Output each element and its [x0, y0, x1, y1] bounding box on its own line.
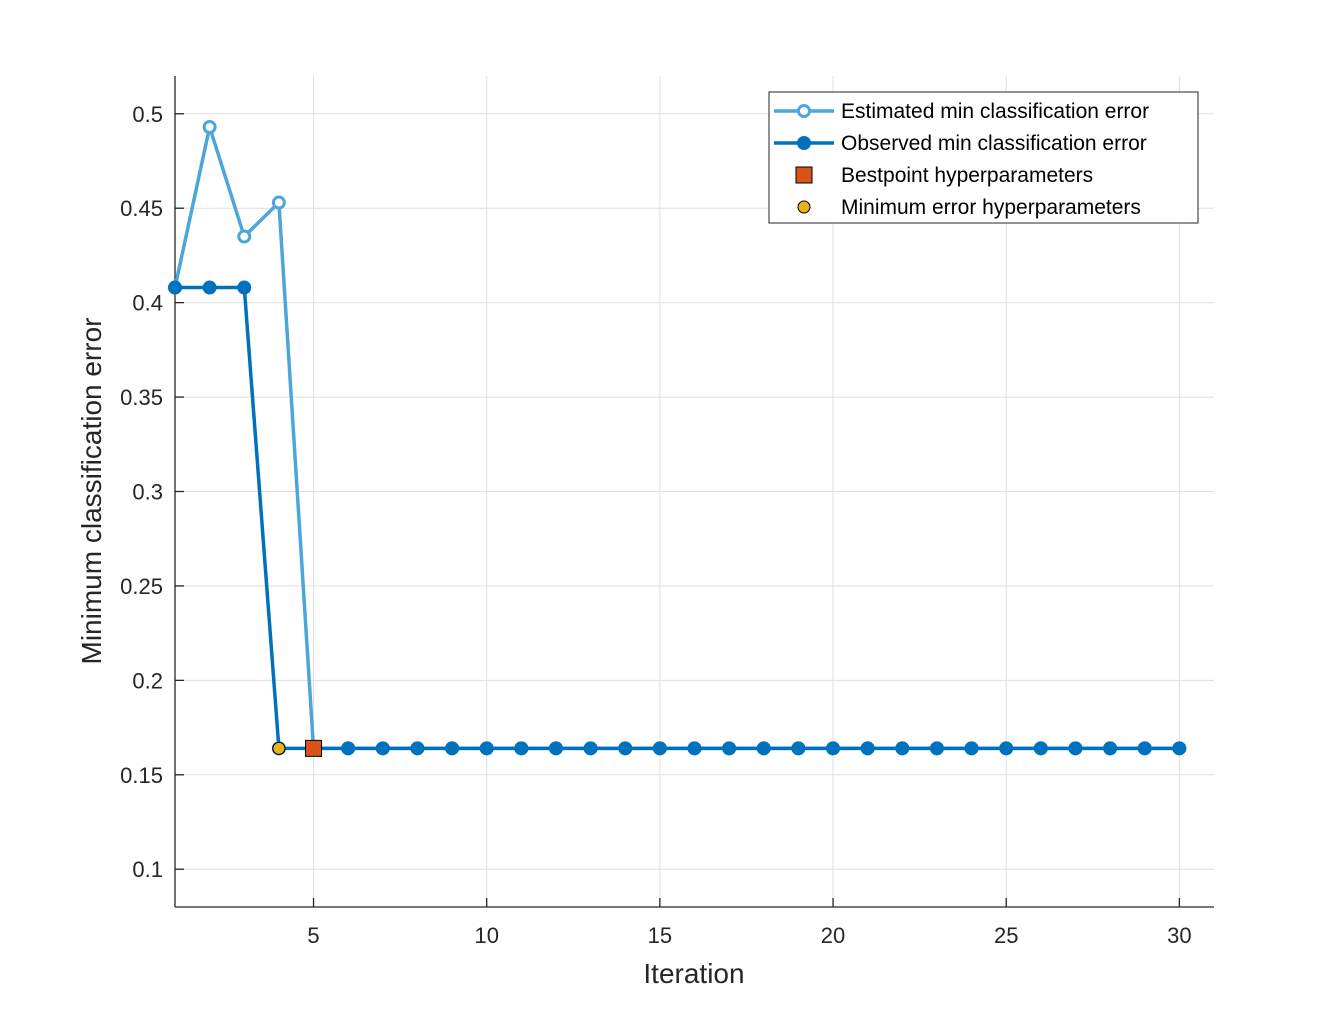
y-tick-label: 0.35 [120, 385, 163, 410]
observed-point [237, 280, 252, 295]
x-tick-label: 15 [648, 923, 672, 948]
observed-point [410, 741, 425, 756]
y-tick-label: 0.5 [132, 102, 163, 127]
estimated-point [271, 195, 286, 210]
legend-label: Observed min classification error [841, 132, 1147, 155]
estimated-point [237, 229, 252, 244]
observed-point [1172, 741, 1187, 756]
legend-entry-minimum-error: Minimum error hyperparameters [797, 196, 1141, 219]
highlight-points [272, 739, 323, 757]
legend-swatch-marker [797, 136, 811, 150]
observed-point [722, 741, 737, 756]
observed-point [1033, 741, 1048, 756]
legend: Estimated min classification error Observ… [768, 91, 1199, 224]
observed-point [687, 741, 702, 756]
x-tick-label: 25 [994, 923, 1018, 948]
legend-box [768, 91, 1199, 224]
y-axis-label: Minimum classification error [76, 318, 107, 665]
observed-point [860, 741, 875, 756]
tick-labels: 5 10 15 20 25 30 0.1 0.15 0.2 0.25 0.3 0.35 0.4 0.45 0… [120, 102, 1191, 948]
bestpoint-marker [305, 739, 323, 757]
legend-swatch-marker [797, 200, 811, 214]
minimum-error-marker [272, 741, 286, 755]
legend-swatch-marker [795, 166, 813, 184]
y-tick-label: 0.15 [120, 763, 163, 788]
observed-point [341, 741, 356, 756]
x-tick-label: 10 [474, 923, 498, 948]
observed-point [168, 280, 182, 295]
y-tick-label: 0.1 [132, 857, 163, 882]
x-tick-label: 20 [821, 923, 845, 948]
observed-point [791, 741, 806, 756]
observed-point [548, 741, 563, 756]
y-tick-label: 0.25 [120, 574, 163, 599]
x-tick-label: 5 [307, 923, 319, 948]
legend-entry-observed: Observed min classification error [774, 132, 1147, 155]
observed-point [929, 741, 944, 756]
observed-point [1137, 741, 1152, 756]
axes [174, 76, 1214, 908]
observed-point [756, 741, 771, 756]
x-axis-label: Iteration [643, 958, 744, 989]
observed-point [202, 280, 217, 295]
observed-point [445, 741, 460, 756]
observed-point [479, 741, 494, 756]
estimated-point [202, 119, 217, 134]
observed-point [999, 741, 1014, 756]
legend-entry-estimated: Estimated min classification error [774, 100, 1149, 123]
y-tick-label: 0.3 [132, 480, 163, 505]
y-tick-label: 0.45 [120, 196, 163, 221]
legend-label: Minimum error hyperparameters [841, 196, 1141, 219]
y-tick-label: 0.4 [132, 291, 163, 316]
observed-point [375, 741, 390, 756]
observed-point [826, 741, 841, 756]
legend-label: Bestpoint hyperparameters [841, 164, 1093, 187]
observed-point [1068, 741, 1083, 756]
observed-point [1103, 741, 1118, 756]
observed-point [652, 741, 667, 756]
observed-point [514, 741, 529, 756]
legend-swatch-marker [797, 104, 811, 118]
x-tick-label: 30 [1167, 923, 1191, 948]
legend-entry-bestpoint: Bestpoint hyperparameters [795, 164, 1093, 187]
observed-point [583, 741, 598, 756]
observed-point [618, 741, 633, 756]
legend-label: Estimated min classification error [841, 100, 1149, 123]
series-group [168, 119, 1187, 756]
observed-point [964, 741, 979, 756]
observed-point [895, 741, 910, 756]
y-tick-label: 0.2 [132, 668, 163, 693]
